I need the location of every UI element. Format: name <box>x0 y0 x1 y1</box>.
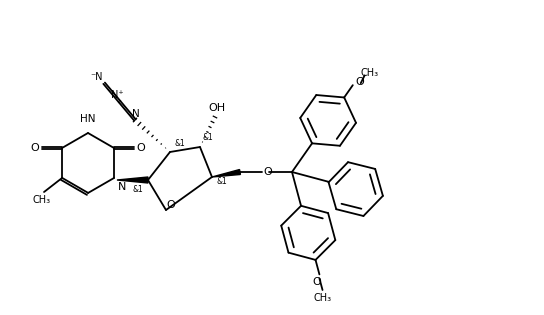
Text: O: O <box>264 167 273 177</box>
Polygon shape <box>117 177 148 183</box>
Text: &1: &1 <box>175 140 186 148</box>
Text: CH₃: CH₃ <box>33 195 51 205</box>
Text: O: O <box>30 143 39 153</box>
Text: &1: &1 <box>217 176 227 186</box>
Text: O: O <box>166 200 175 210</box>
Text: ⁻N: ⁻N <box>90 72 102 82</box>
Text: HN: HN <box>81 114 96 124</box>
Text: &1: &1 <box>202 133 213 141</box>
Text: O: O <box>137 143 145 153</box>
Text: CH₃: CH₃ <box>361 68 379 78</box>
Text: OH: OH <box>208 103 226 113</box>
Polygon shape <box>212 169 240 177</box>
Text: O: O <box>312 278 321 287</box>
Text: N: N <box>132 109 140 119</box>
Text: O: O <box>355 77 364 87</box>
Text: &1: &1 <box>133 186 144 194</box>
Text: N: N <box>118 182 126 192</box>
Text: CH₃: CH₃ <box>313 293 332 303</box>
Text: N⁺: N⁺ <box>111 89 124 100</box>
